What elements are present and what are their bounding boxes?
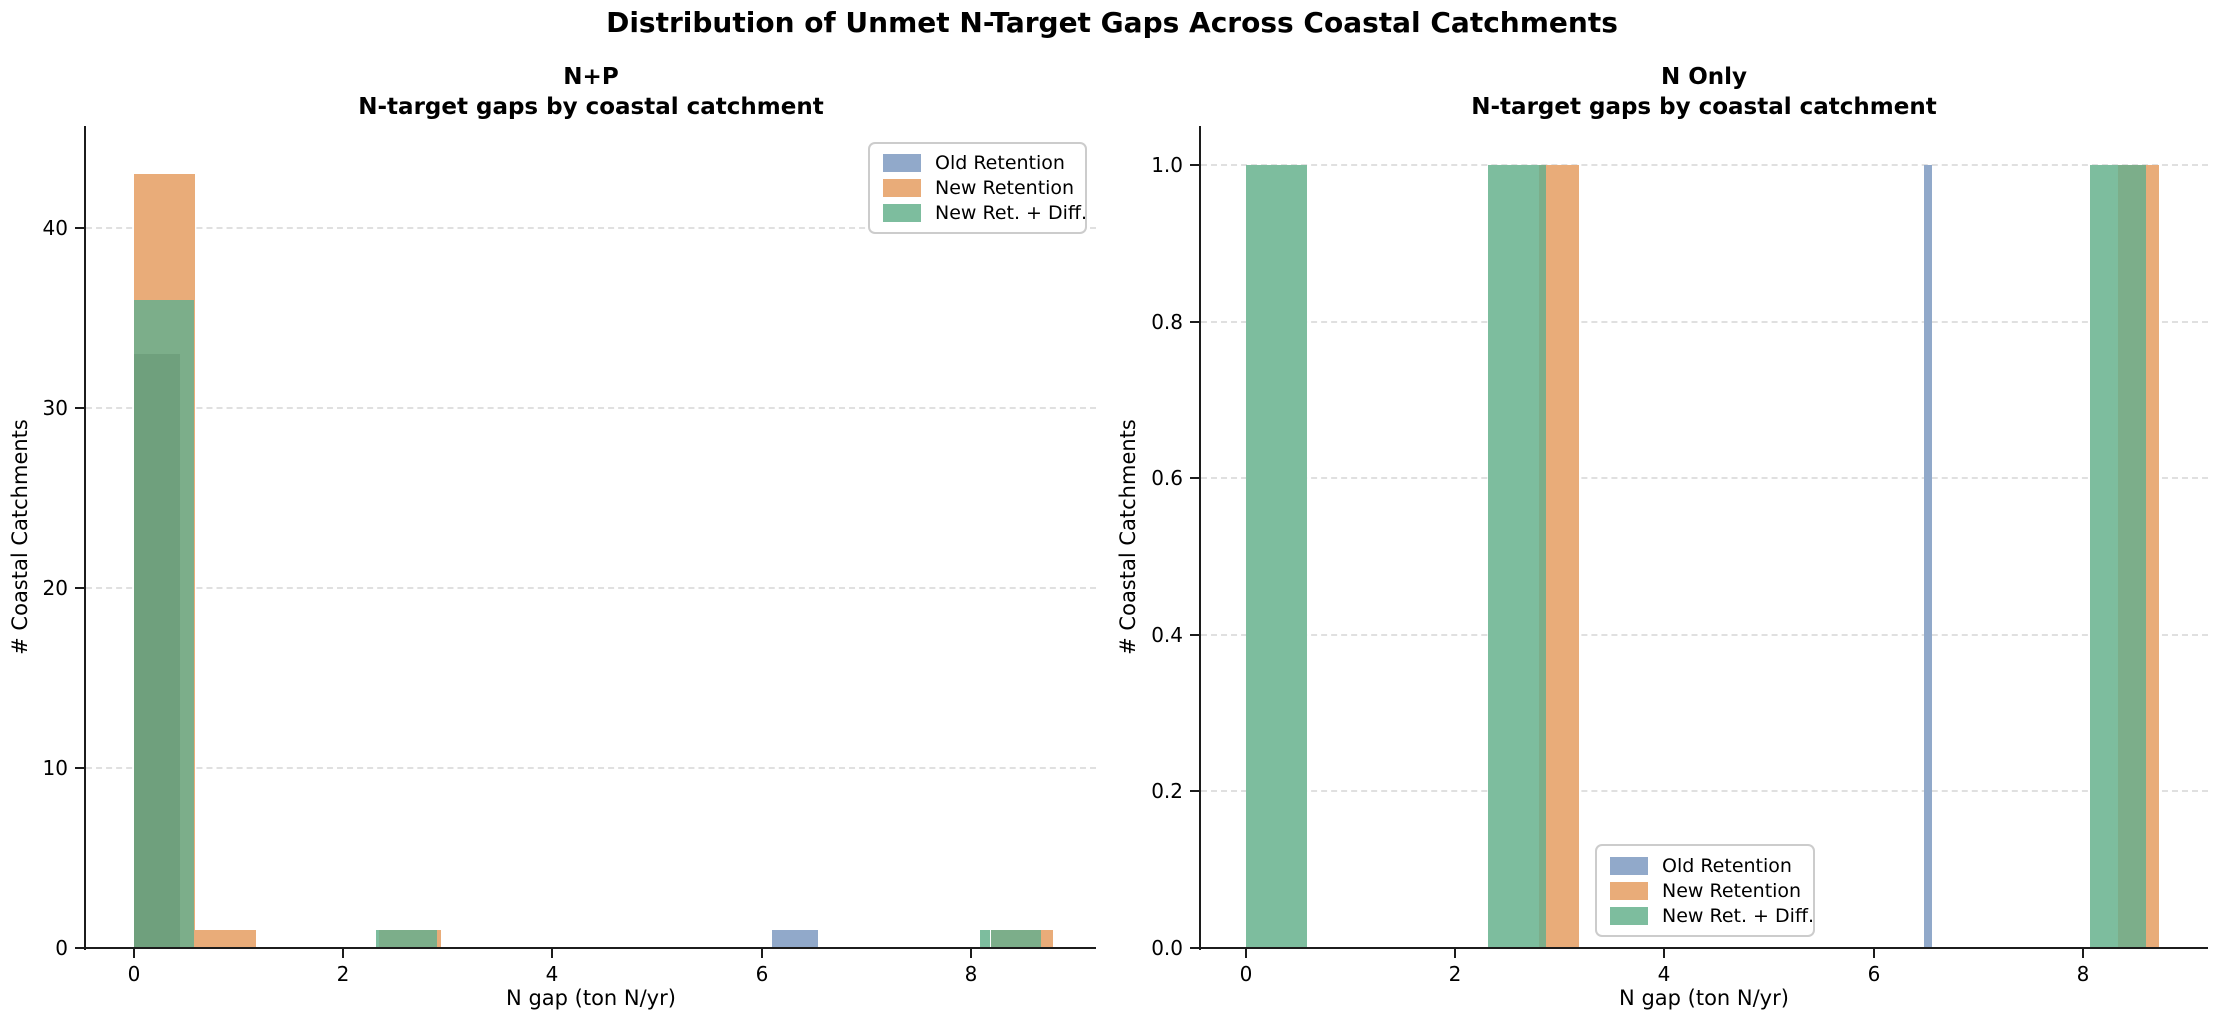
y-tick-label: 0.2 (1151, 779, 1183, 803)
y-tick (1190, 164, 1199, 166)
y-tick (75, 227, 84, 229)
y-tick-label: 30 (42, 396, 68, 420)
x-tick (970, 949, 972, 958)
y-tick (1190, 947, 1199, 949)
y-tick (1190, 790, 1199, 792)
x-axis-label: N gap (ton N/yr) (506, 986, 676, 1010)
histogram-bar-segment (2118, 165, 2146, 948)
subplot-subtitle: N-target gaps by coastal catchment (358, 94, 824, 120)
legend-row: New Ret. + Diff. (1610, 905, 1814, 927)
y-tick-label: 40 (42, 216, 68, 240)
y-tick-label: 1.0 (1151, 153, 1183, 177)
figure-title: Distribution of Unmet N-Target Gaps Acro… (606, 6, 1618, 39)
x-tick-label: 6 (1867, 962, 1881, 986)
x-axis-spine (84, 947, 1096, 949)
y-axis-label: # Coastal Catchments (8, 419, 32, 655)
legend-swatch-blue (1610, 856, 1648, 875)
legend-label: New Ret. + Diff. (1662, 904, 1815, 927)
x-tick (761, 949, 763, 958)
x-tick (1873, 949, 1875, 958)
x-tick-label: 8 (2076, 962, 2090, 986)
y-tick-label: 10 (42, 756, 68, 780)
x-axis-spine (1199, 947, 2208, 949)
legend-row: New Retention (883, 176, 1075, 199)
histogram-bar-segment (1924, 165, 1932, 948)
legend-row: New Retention (1610, 879, 1802, 902)
x-tick-label: 0 (1239, 962, 1253, 986)
y-axis-spine (1199, 126, 1201, 950)
x-tick-label: 6 (755, 962, 769, 986)
x-tick-label: 8 (964, 962, 978, 986)
legend-label: Old Retention (935, 152, 1065, 175)
y-tick-label: 20 (42, 576, 68, 600)
gridline (86, 227, 1096, 229)
y-tick-label: 0.4 (1151, 623, 1183, 647)
legend-swatch-orange (883, 178, 921, 197)
histogram-bar-segment (1539, 165, 1546, 948)
x-tick (551, 949, 553, 958)
y-tick-label: 0.6 (1151, 466, 1183, 490)
legend-label: New Retention (1662, 879, 1802, 902)
legend-swatch-orange (1610, 881, 1648, 900)
histogram-bar-segment (1246, 165, 1307, 948)
histogram-bar-segment (376, 930, 379, 948)
x-tick (2082, 949, 2084, 958)
histogram-bar-segment (980, 930, 990, 948)
gridline (86, 767, 1096, 769)
histogram-bar-segment (991, 930, 1041, 948)
legend: Old Retention New Retention New Ret. + Dif… (1595, 844, 1815, 937)
x-tick (1245, 949, 1247, 958)
histogram-bar-segment (379, 930, 437, 948)
subplot-title: N Only (1660, 64, 1748, 90)
gridline (86, 407, 1096, 409)
legend-label: Old Retention (1662, 854, 1792, 877)
y-tick (75, 587, 84, 589)
legend-label: New Retention (935, 176, 1075, 199)
legend-row: New Ret. + Diff. (883, 202, 1087, 224)
legend-swatch-blue (883, 154, 921, 173)
histogram-bar-segment (195, 930, 256, 948)
legend-swatch-green (883, 203, 921, 222)
gridline (1201, 164, 2208, 166)
y-tick (75, 767, 84, 769)
subplot-title: N+P (563, 64, 619, 90)
subplot-subtitle: N-target gaps by coastal catchment (1471, 94, 1937, 120)
legend: Old Retention New Retention New Ret. + Dif… (868, 142, 1087, 234)
y-tick (75, 407, 84, 409)
histogram-bar-segment (772, 930, 818, 948)
gridline (1201, 477, 2208, 479)
histogram-bar-segment (1488, 165, 1539, 948)
y-tick-label: 0.8 (1151, 310, 1183, 334)
x-tick-label: 4 (545, 962, 559, 986)
y-axis-spine (84, 126, 86, 950)
x-tick-label: 0 (127, 962, 141, 986)
x-tick-label: 4 (1657, 962, 1671, 986)
histogram-bar-segment (134, 354, 180, 948)
y-tick (75, 947, 84, 949)
y-tick-label: 0 (55, 936, 68, 960)
gridline (1201, 634, 2208, 636)
gridline (1201, 321, 2208, 323)
x-tick-label: 2 (1448, 962, 1462, 986)
legend-swatch-green (1610, 906, 1648, 925)
y-tick (1190, 634, 1199, 636)
y-tick-label: 0.0 (1151, 936, 1183, 960)
y-tick (1190, 321, 1199, 323)
x-tick (342, 949, 344, 958)
gridline (1201, 790, 2208, 792)
histogram-bar-segment (2090, 165, 2118, 948)
legend-row: Old Retention (883, 152, 1072, 174)
x-axis-label: N gap (ton N/yr) (1619, 986, 1789, 1010)
y-axis-label: # Coastal Catchments (1116, 419, 1140, 655)
legend-row: Old Retention (1610, 855, 1800, 877)
legend-label: New Ret. + Diff. (935, 201, 1088, 224)
x-tick (1454, 949, 1456, 958)
y-tick (1190, 477, 1199, 479)
x-tick (133, 949, 135, 958)
gridline (86, 587, 1096, 589)
x-tick-label: 2 (336, 962, 350, 986)
x-tick (1663, 949, 1665, 958)
